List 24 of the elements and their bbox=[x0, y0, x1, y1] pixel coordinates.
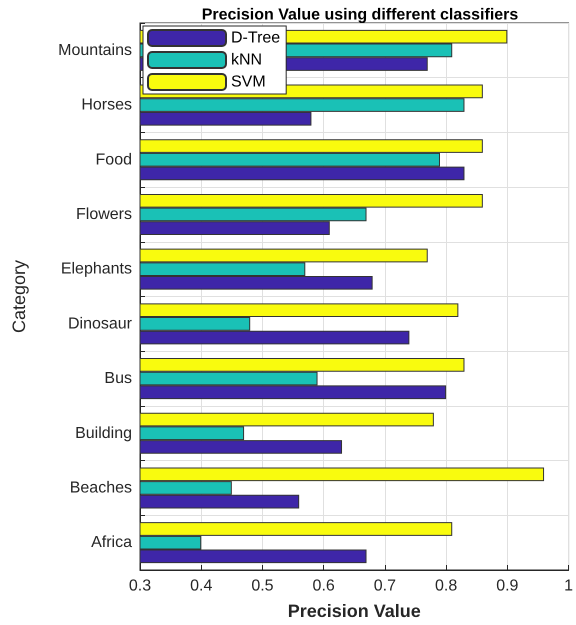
y-tick-label: Dinosaur bbox=[68, 315, 133, 332]
x-tick-label: 0.7 bbox=[374, 578, 396, 594]
y-tick-label: Beaches bbox=[70, 479, 132, 496]
legend-label: D-Tree bbox=[231, 30, 280, 46]
x-tick-label: 0.3 bbox=[128, 578, 152, 594]
x-tick-label: 0.6 bbox=[312, 578, 335, 594]
x-tick-label: 0.5 bbox=[251, 578, 274, 594]
y-tick-label: Africa bbox=[91, 534, 132, 552]
x-tick-label: 0.9 bbox=[496, 578, 519, 594]
y-axis-title: Category bbox=[9, 260, 29, 334]
y-tick-label: Building bbox=[75, 424, 132, 442]
x-tick-label: 0.4 bbox=[190, 578, 212, 594]
chart-title: Precision Value using different classifiers bbox=[202, 6, 518, 24]
x-tick-label: 1 bbox=[564, 578, 574, 594]
legend-label: kNN bbox=[231, 52, 262, 68]
x-tick-label: 0.8 bbox=[434, 578, 458, 594]
y-tick-label: Flowers bbox=[76, 206, 132, 223]
x-axis-title: Precision Value bbox=[288, 601, 421, 621]
legend-label: SVM bbox=[231, 74, 266, 90]
y-tick-label: Mountains bbox=[58, 42, 132, 59]
y-tick-label: Food bbox=[96, 151, 132, 168]
y-tick-label: Elephants bbox=[60, 260, 132, 278]
y-tick-label: Bus bbox=[104, 370, 132, 388]
y-tick-label: Horses bbox=[81, 96, 132, 114]
